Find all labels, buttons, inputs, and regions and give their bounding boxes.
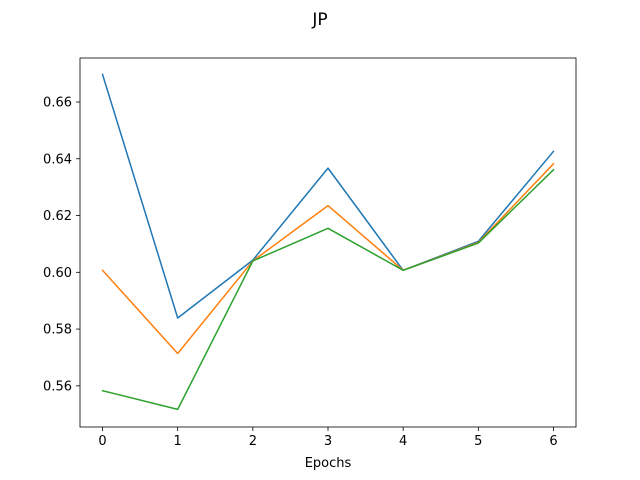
x-tick-label-1: 1 (174, 434, 182, 449)
y-tick-label-2: 0.60 (43, 266, 72, 281)
series-line-1 (101, 73, 555, 319)
axes: 0 1 2 3 4 5 6 0.56 0.58 0.60 0.62 0.64 0.66 (43, 57, 577, 449)
y-tick-label-1: 0.58 (43, 323, 72, 338)
series-line-3 (101, 168, 555, 411)
chart-title: JP (311, 10, 327, 30)
x-axis-label: Epochs (305, 456, 352, 471)
y-tick-label-4: 0.64 (43, 152, 72, 167)
x-tick-label-2: 2 (249, 434, 257, 449)
y-tick-label-3: 0.62 (43, 209, 72, 224)
x-tick-label-6: 6 (549, 434, 557, 449)
x-tick-label-3: 3 (324, 434, 332, 449)
y-tick-label-5: 0.66 (43, 95, 72, 110)
plot-area (101, 73, 555, 411)
x-tick-label-0: 0 (98, 434, 106, 449)
x-tick-label-4: 4 (399, 434, 407, 449)
y-tick-label-0: 0.56 (43, 379, 72, 394)
x-tick-label-5: 5 (474, 434, 482, 449)
series-line-2 (101, 162, 555, 355)
